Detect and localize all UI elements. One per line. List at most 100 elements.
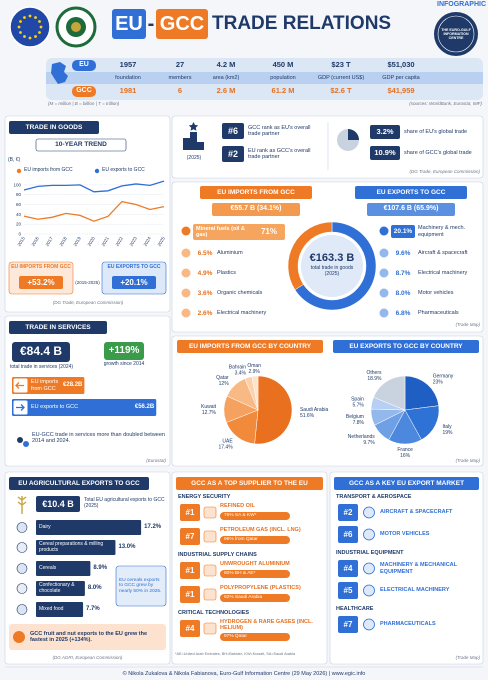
item-icon: [203, 622, 217, 635]
total-text: Total EU agricultural exports to GCC (20…: [84, 497, 165, 509]
item-name: REFINED OIL: [220, 503, 255, 509]
pie-label: Saudi Arabia: [300, 407, 329, 413]
section-header: [334, 477, 479, 490]
pie-value: 9.7%: [363, 440, 375, 446]
product-name: Mineral fuels (oil & gas): [196, 225, 245, 238]
flag-star: [19, 31, 22, 34]
product-name: Motor vehicles: [418, 290, 454, 297]
rank: #7: [343, 619, 353, 629]
food-icon: [16, 583, 28, 594]
product-icon: [181, 268, 191, 278]
share-box: [370, 146, 400, 160]
pie-value: 2.9%: [248, 369, 260, 375]
bar-value: 7.7%: [86, 606, 100, 613]
bar: [36, 540, 116, 555]
line: [23, 180, 165, 193]
note: (M = million | B = billion | T = trillio…: [48, 101, 120, 106]
flag-star: [38, 20, 41, 23]
slice: [373, 375, 406, 411]
card-value-box: [112, 276, 156, 289]
section-title: EU EXPORTS TO GCC: [376, 188, 446, 196]
pie-label: Kuwait: [201, 404, 217, 410]
stat-value: $2.6 T: [330, 86, 352, 96]
section-title: EU IMPORTS FROM GCC BY COUNTRY: [188, 342, 312, 350]
pie-label: Italy: [442, 424, 452, 430]
share: 3.2%: [376, 126, 394, 136]
section-title: TRADE IN SERVICES: [25, 323, 91, 331]
podium: [190, 132, 197, 150]
item-share: 80% BH & AE*: [224, 571, 256, 577]
share-pill: [220, 633, 290, 641]
product-share: 8.0%: [395, 289, 411, 297]
item-name: MACHINERY & MECHANICAL EQUIPMENT: [380, 562, 457, 575]
title: GCC: [159, 12, 205, 35]
bar-label: EU imports from GCC: [31, 379, 59, 392]
axis-label: (B, €): [8, 157, 21, 163]
section-header: [176, 477, 323, 490]
y-tick-label: 20: [16, 222, 22, 227]
share-pill: [220, 536, 290, 544]
podium: [183, 138, 190, 150]
item-name: MOTOR VEHICLES: [380, 531, 430, 538]
pie-label: Germany: [433, 373, 454, 379]
product-share: 20.1%: [393, 227, 413, 235]
stat-value: $41,959: [387, 86, 415, 96]
stat-value: 1957: [119, 60, 137, 70]
item-name: PHARMACEUTICALS: [380, 621, 436, 628]
arrow: [16, 404, 25, 411]
flag-star: [28, 14, 32, 18]
rank: #6: [227, 125, 238, 136]
title: TRADE RELATIONS: [212, 13, 392, 35]
pie-value: 23%: [433, 379, 444, 385]
product-icon: [379, 248, 389, 258]
total: €10.4 B: [42, 498, 74, 509]
source: (Trade Map): [455, 655, 480, 660]
product-name: Aluminium: [217, 250, 243, 257]
card-label: EU EXPORTS TO GCC: [107, 264, 161, 270]
rank-text: GCC rank as EU's overall trade partner: [248, 124, 311, 137]
donut-center: [301, 235, 363, 297]
flag-star: [19, 20, 22, 23]
stat-value: 450 M: [272, 60, 294, 70]
growth-text: growth since 2014: [103, 361, 145, 367]
bar-label: Cereals: [39, 564, 57, 571]
product-icon: [181, 288, 191, 298]
rank-box: [222, 123, 244, 139]
arrow: [15, 382, 24, 389]
stat-label: members: [168, 74, 192, 81]
item-share: 92% Saudi Arabia: [224, 595, 263, 601]
panel: [171, 471, 328, 665]
card-value-box: [19, 276, 63, 289]
flag-star: [23, 16, 26, 19]
bar: [36, 602, 84, 617]
flag-star: [34, 16, 37, 19]
rank-box: [222, 146, 244, 162]
x-tick-label: 2017: [45, 236, 55, 248]
rank: #4: [185, 623, 195, 633]
podium: [197, 142, 204, 150]
product-name: Electrical machinery: [217, 310, 267, 317]
y-tick-label: 0: [18, 232, 21, 237]
section-header: [333, 340, 479, 353]
food-icon: [16, 563, 28, 574]
pie-label: UAE: [222, 439, 233, 445]
source: (DG Trade, European Commission): [52, 300, 124, 305]
gcc-emblem-center: [71, 22, 81, 32]
star: [188, 122, 199, 131]
rank: #1: [185, 507, 195, 517]
flag-star: [23, 35, 26, 38]
product-name: Organic chemicals: [217, 290, 263, 297]
rank-box: [338, 526, 358, 543]
x-tick-label: 2020: [87, 236, 97, 248]
item-share: 96% from Qatar: [224, 537, 258, 543]
pie-value: 5.7%: [352, 402, 364, 408]
fruit-icon: [13, 631, 25, 643]
y-tick-label: 80: [16, 192, 22, 197]
item-icon: [203, 506, 217, 519]
product-name: Machinery & mech. equipment: [418, 225, 466, 238]
section-label: INDUSTRIAL EQUIPMENT: [336, 550, 404, 556]
item-icon: [363, 584, 375, 597]
legend-marker: [94, 168, 100, 174]
